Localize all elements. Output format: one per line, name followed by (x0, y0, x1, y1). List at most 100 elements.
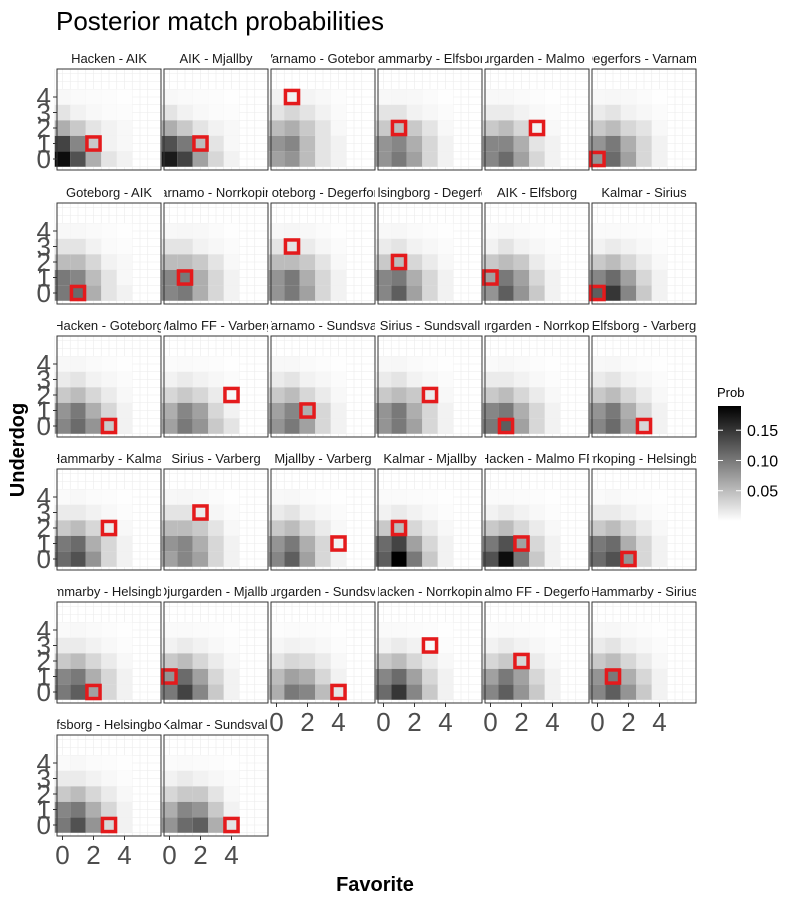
heat-cell (406, 387, 423, 403)
facet-strip-label: Varnamo - Norrkoping (153, 185, 280, 200)
y-tick-label: 3 (37, 98, 51, 128)
facet-strip-label: Hammarby - Kalmar (51, 451, 168, 466)
panel-border (163, 335, 269, 438)
heat-cell (620, 684, 637, 700)
heat-cell (482, 622, 499, 638)
heat-cell (70, 104, 86, 121)
facet-strip-label: AIK - Mjallby (180, 51, 253, 66)
heat-cell (589, 223, 606, 239)
facet-strip (592, 314, 696, 336)
heat-cell (177, 418, 193, 434)
heat-cell (422, 668, 438, 685)
heat-cell (605, 151, 621, 167)
y-tick-label: 4 (37, 216, 51, 246)
heat-cell (437, 489, 454, 505)
heat-cell (223, 551, 240, 567)
heat-cell (223, 755, 240, 771)
heat-cell (116, 535, 133, 552)
heat-cell (651, 135, 668, 152)
x-tick-label: 2 (407, 707, 421, 737)
panel-border (591, 335, 697, 438)
heat-cell (268, 285, 285, 301)
heat-cell (284, 520, 300, 536)
heat-cell (208, 668, 224, 685)
heat-cell (375, 551, 392, 567)
observed-score-box (283, 88, 301, 106)
heat-cell (54, 371, 71, 388)
facet-strip (164, 713, 268, 735)
heat-cell (589, 387, 606, 403)
heat-cell (605, 285, 621, 301)
heat-cell (406, 504, 423, 521)
observed-score-box (330, 683, 347, 701)
facet-strip-label: Hacken - AIK (71, 51, 147, 66)
heat-cell (406, 269, 423, 286)
heat-cell (54, 668, 71, 685)
heat-cell (391, 653, 407, 669)
heat-cell (70, 668, 86, 685)
heat-cell (315, 238, 331, 255)
heat-cell (422, 151, 438, 167)
heat-cell (620, 89, 637, 105)
heat-cell (391, 356, 407, 372)
heat-cell (482, 285, 499, 301)
heat-cell (101, 356, 117, 372)
heat-cell (177, 371, 193, 388)
heat-cell (208, 135, 224, 152)
heat-cell (330, 520, 347, 536)
heat-cell (330, 684, 347, 700)
heat-cell (406, 356, 423, 372)
heat-cell (330, 387, 347, 403)
heat-cell (589, 551, 606, 567)
heat-cell (529, 551, 545, 567)
heat-cell (482, 223, 499, 239)
heat-cell (422, 418, 438, 434)
heat-cell (498, 653, 514, 669)
heat-cell (315, 120, 331, 136)
heat-cell (498, 104, 514, 121)
heat-cell (498, 418, 514, 434)
heat-cell (330, 402, 347, 419)
heat-cell (375, 120, 392, 136)
heat-cell (161, 520, 178, 536)
heat-cell (268, 104, 285, 121)
heat-cell (299, 418, 316, 434)
heat-cell (315, 269, 331, 286)
heat-cell (299, 269, 316, 286)
heat-cell (391, 135, 407, 152)
heat-cell (268, 387, 285, 403)
y-axis-title: Underdog (7, 403, 29, 497)
heat-cell (192, 418, 209, 434)
heat-cell (284, 637, 300, 654)
heat-cell (54, 151, 71, 167)
heat-cell (299, 371, 316, 388)
heat-cell (54, 489, 71, 505)
heat-cell (513, 371, 530, 388)
heat-cell (391, 418, 407, 434)
heat-cell (208, 223, 224, 239)
facet-panel: Goteborg - Degerfors (268, 181, 376, 305)
heat-cell (299, 622, 316, 638)
heat-cell (529, 254, 545, 270)
heat-cell (284, 269, 300, 286)
heat-cell (437, 89, 454, 105)
facet-strip-label: Hacken - Malmo FF (480, 451, 594, 466)
heat-cell (161, 684, 178, 700)
heat-cell (406, 89, 423, 105)
heat-cell (375, 520, 392, 536)
heat-cell (636, 684, 652, 700)
heat-cell (529, 535, 545, 552)
y-tick-label: 4 (37, 482, 51, 512)
heat-cell (223, 520, 240, 536)
heat-cell (116, 489, 133, 505)
heat-cell (54, 418, 71, 434)
heat-cell (70, 238, 86, 255)
facet-strip-label: Hammarby - Elfsborg (369, 51, 492, 66)
panel-border (163, 68, 269, 171)
facet-strip-label: Elfsborg - Helsingborg (45, 717, 174, 732)
heat-cell (391, 402, 407, 419)
heat-cell (544, 402, 561, 419)
heat-cell (529, 89, 545, 105)
heat-cell (116, 89, 133, 105)
